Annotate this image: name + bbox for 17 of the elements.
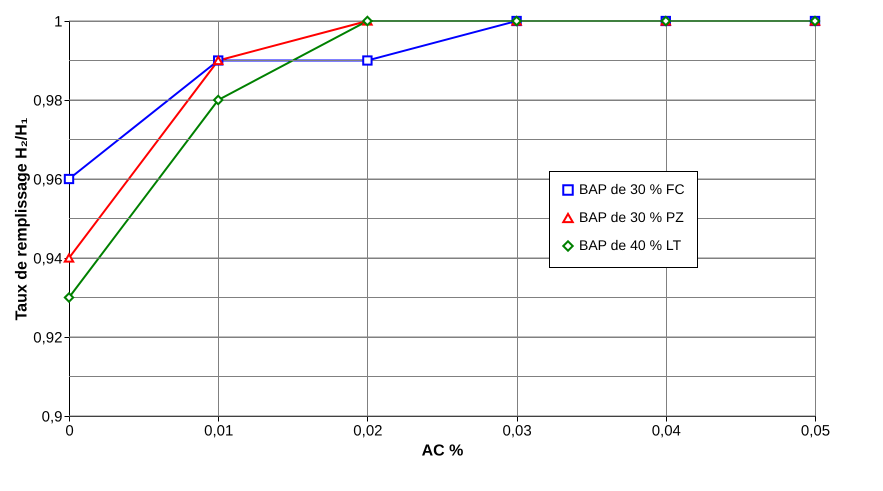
- y-tick-label: 1: [54, 14, 62, 30]
- y-tick-label: 0,98: [33, 92, 62, 110]
- x-tick-label: 0,05: [800, 422, 830, 440]
- x-tick-label: 0,02: [353, 422, 382, 440]
- y-tick-label: 0,94: [33, 250, 62, 268]
- legend-label: BAP de 30 % FC: [579, 181, 685, 197]
- x-tick-label: 0,01: [204, 422, 234, 440]
- legend-label: BAP de 30 % PZ: [579, 209, 684, 225]
- x-tick-label: 0: [65, 422, 74, 440]
- x-tick-label: 0,04: [652, 422, 681, 440]
- x-tick-label: 0,03: [502, 422, 532, 440]
- y-tick-label: 0,96: [33, 172, 62, 188]
- y-tick-label: 0,92: [33, 330, 62, 346]
- y-axis-title: Taux de remplissage H₂/H₁: [13, 117, 30, 320]
- x-axis-title: AC %: [422, 442, 464, 460]
- y-tick-label: 0,9: [42, 408, 62, 426]
- legend-label: BAP de 40 % LT: [579, 237, 682, 253]
